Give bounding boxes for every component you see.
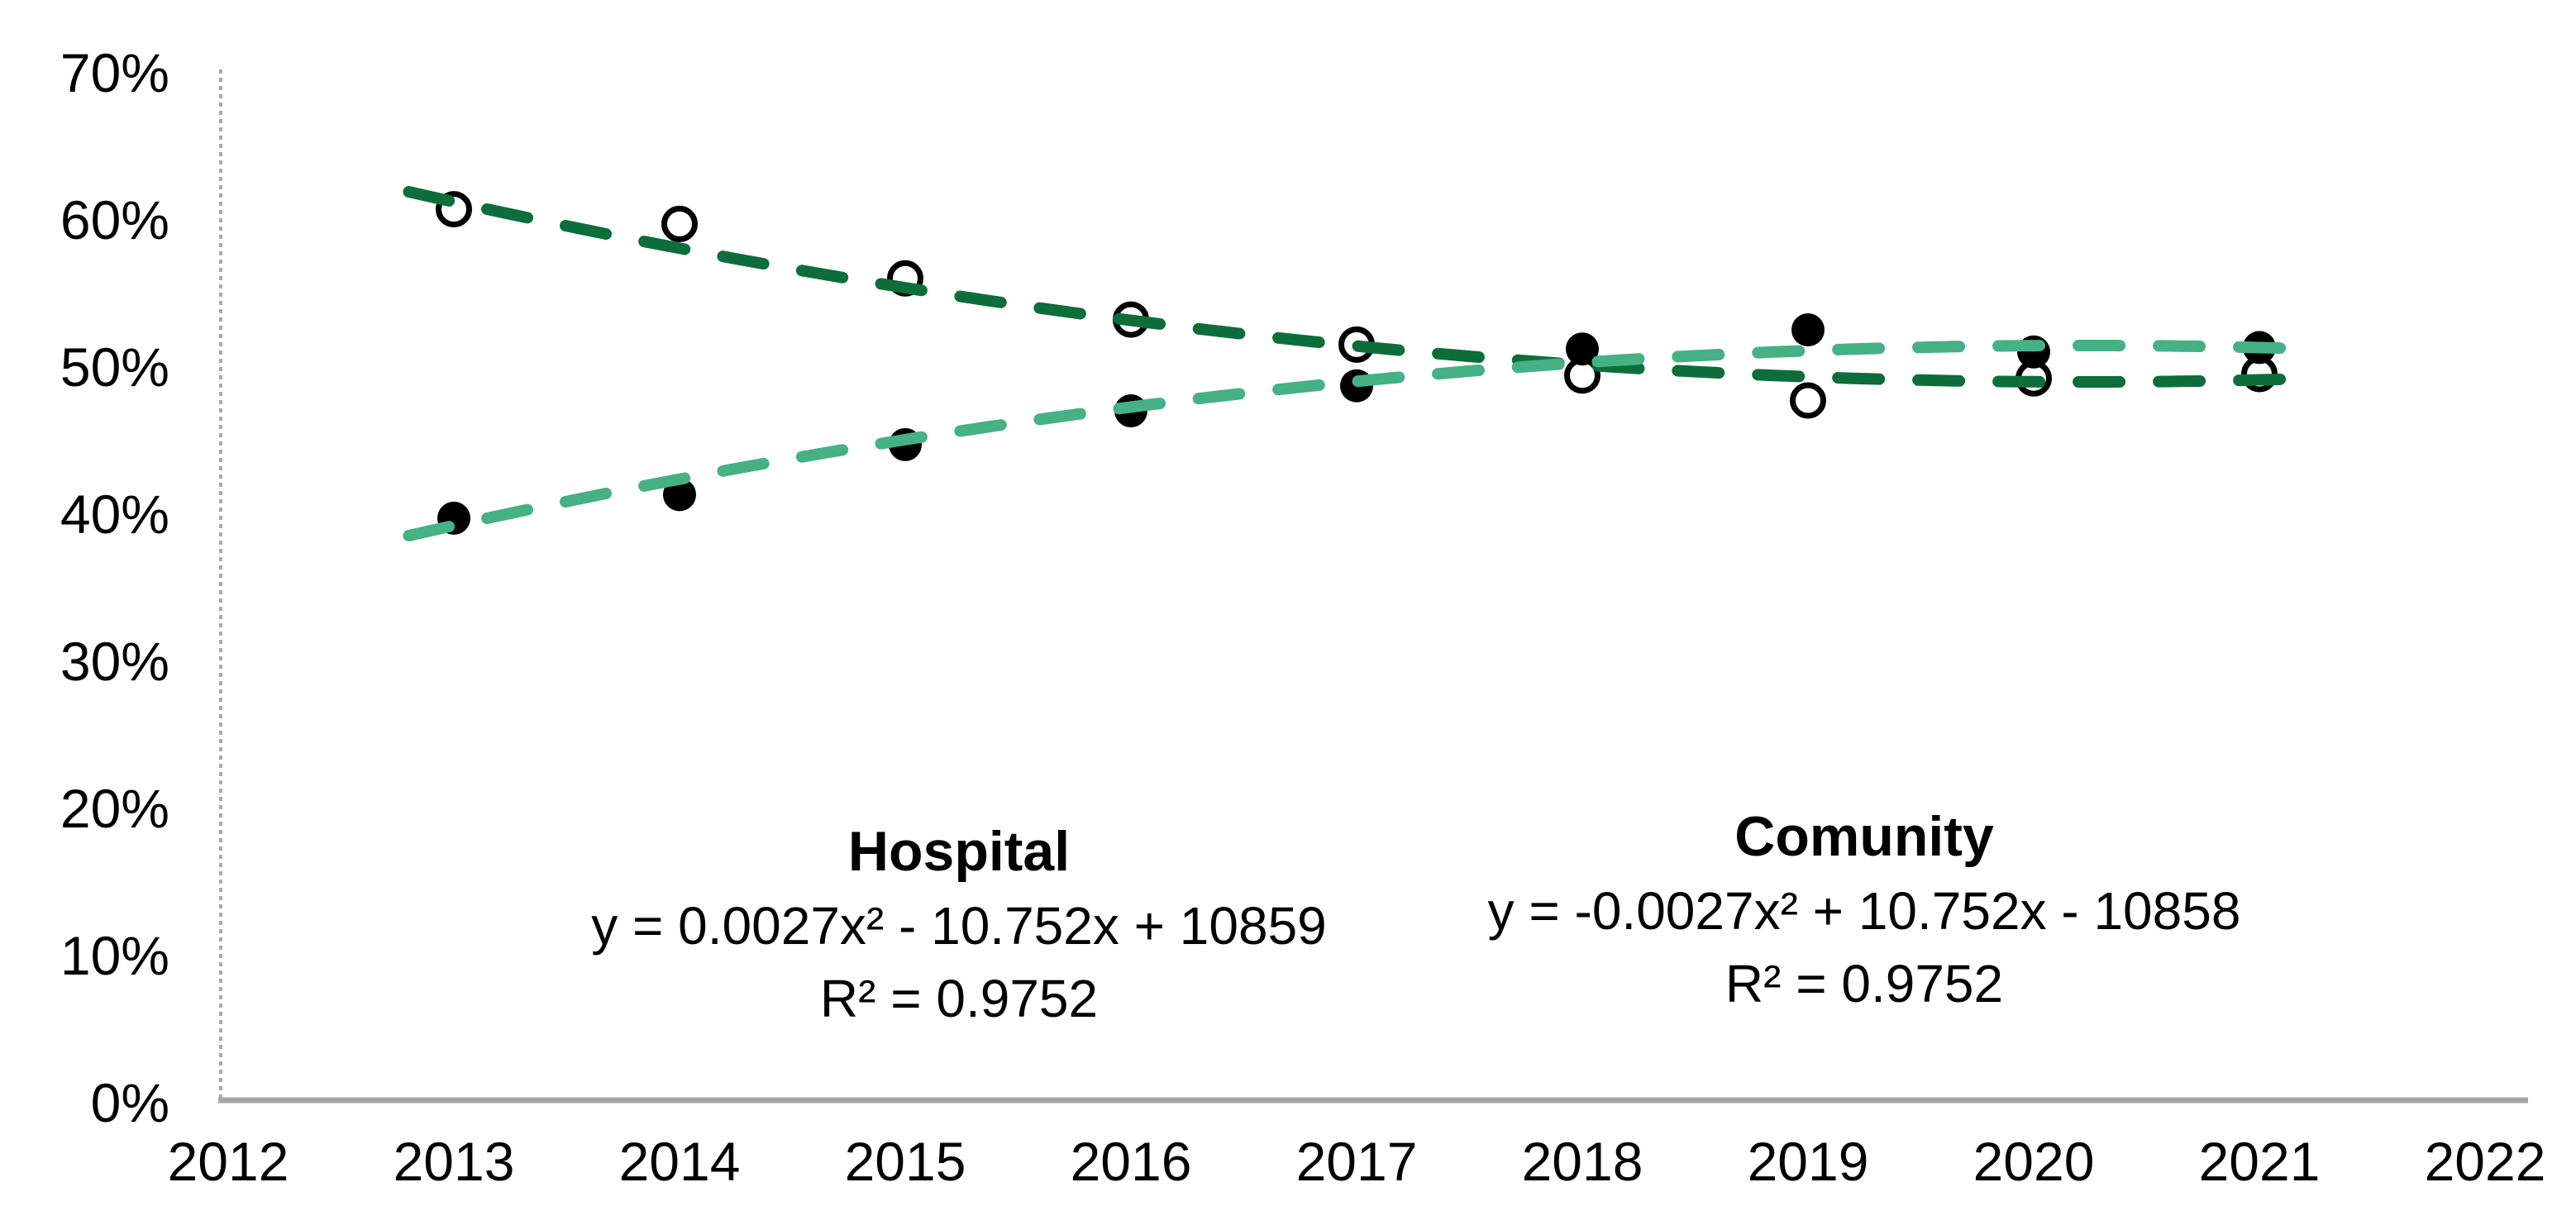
comunity-annotation-title: Comunity	[1734, 805, 1994, 868]
y-tick-20: 20%	[60, 778, 169, 839]
y-tick-0: 0%	[90, 1072, 169, 1133]
comunity-trendline	[403, 340, 2299, 541]
x-tick-2019: 2019	[1747, 1131, 1869, 1192]
x-tick-2022: 2022	[2424, 1131, 2546, 1192]
x-tick-2012: 2012	[167, 1131, 289, 1192]
hospital-annotation-title: Hospital	[847, 820, 1071, 883]
y-tick-40: 40%	[60, 484, 169, 545]
y-tick-10: 10%	[60, 925, 169, 986]
comunity-trend-equation: y = -0.0027x² + 10.752x - 10858	[1487, 881, 2241, 941]
trendlines	[403, 186, 2299, 541]
comunity-marker-2019	[1791, 313, 1825, 347]
hospital-marker-2019	[1790, 382, 1826, 419]
data-markers	[436, 191, 2278, 535]
hospital-marker-2014	[661, 205, 698, 242]
x-tick-2021: 2021	[2198, 1131, 2321, 1192]
hospital-trendline	[403, 186, 2299, 388]
hospital-r-squared: R² = 0.9752	[819, 969, 1099, 1028]
x-tick-2016: 2016	[1070, 1131, 1192, 1192]
x-tick-2015: 2015	[844, 1131, 966, 1192]
comunity-annotation: Comunity y = -0.0027x² + 10.752x - 10858…	[1488, 799, 2241, 1020]
y-tick-60: 60%	[60, 189, 169, 250]
y-tick-50: 50%	[60, 336, 169, 398]
hospital-annotation: Hospital y = 0.0027x² - 10.752x + 10859 …	[591, 813, 1327, 1035]
x-tick-2020: 2020	[1973, 1131, 2095, 1192]
x-tick-2013: 2013	[393, 1131, 515, 1192]
comunity-marker-2018	[1566, 332, 1599, 366]
comunity-r-squared: R² = 0.9752	[1724, 954, 2004, 1013]
axes	[218, 69, 2528, 1104]
hospital-trend-equation: y = 0.0027x² - 10.752x + 10859	[591, 896, 1327, 956]
x-tick-2018: 2018	[1521, 1131, 1643, 1192]
x-tick-2014: 2014	[618, 1131, 741, 1192]
y-tick-70: 70%	[60, 42, 169, 103]
x-tick-2017: 2017	[1295, 1131, 1418, 1192]
y-tick-30: 30%	[60, 631, 169, 692]
